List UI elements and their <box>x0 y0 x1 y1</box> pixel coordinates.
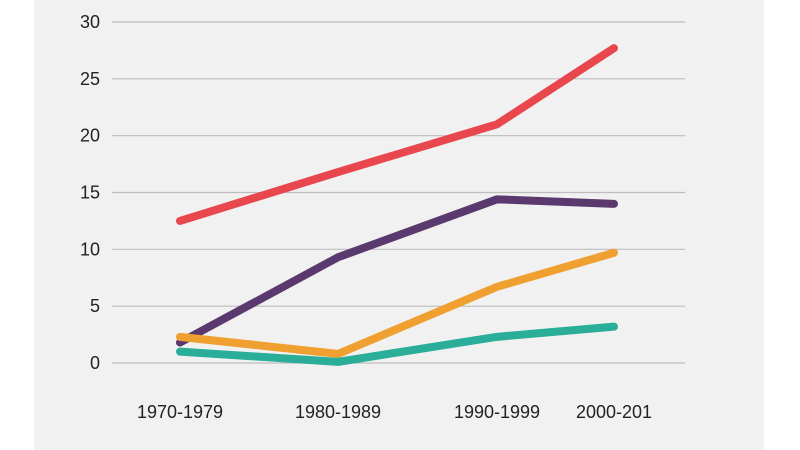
x-tick-label: 2000-201 <box>576 402 652 422</box>
series-line-2 <box>176 248 618 358</box>
x-tick-label: 1970-1979 <box>137 402 223 422</box>
chart-panel <box>34 0 764 450</box>
y-axis-ticks: 0 5 10 15 20 25 30 <box>80 12 100 373</box>
x-tick-label: 1990-1999 <box>454 402 540 422</box>
series-line-0 <box>176 44 618 225</box>
series-lines <box>176 44 618 366</box>
y-tick-label: 25 <box>80 69 100 89</box>
y-tick-label: 10 <box>80 239 100 259</box>
y-tick-label: 15 <box>80 183 100 203</box>
x-axis-ticks: 1970-1979 1980-1989 1990-1999 2000-201 <box>137 402 652 422</box>
y-tick-label: 0 <box>90 353 100 373</box>
y-tick-label: 30 <box>80 12 100 32</box>
x-tick-label: 1980-1989 <box>295 402 381 422</box>
grid-lines <box>112 21 685 364</box>
y-tick-label: 5 <box>90 296 100 316</box>
series-line-3 <box>176 322 618 366</box>
y-tick-label: 20 <box>80 126 100 146</box>
series-line-1 <box>176 195 618 347</box>
